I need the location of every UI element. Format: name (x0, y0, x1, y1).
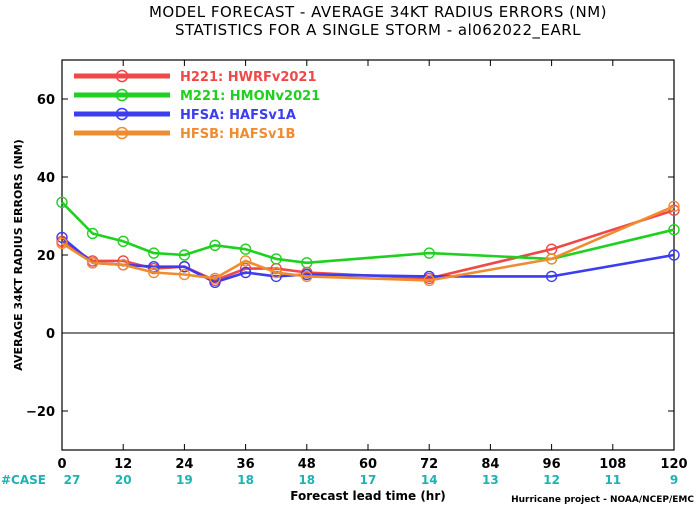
y-axis: −20 0 20 40 60 (26, 93, 674, 420)
data-point (178, 261, 191, 273)
data-point (545, 253, 558, 265)
chart-subtitle: STATISTICS FOR A SINGLE STORM - al062022… (175, 21, 581, 40)
data-point (239, 255, 252, 267)
data-point (148, 266, 160, 279)
data-point (668, 204, 680, 216)
legend-marker (115, 88, 129, 102)
x-tick-label: 24 (175, 457, 193, 472)
series-layer (56, 196, 680, 288)
x-tick-label: 0 (57, 457, 66, 472)
data-point (56, 237, 68, 250)
data-point (668, 249, 680, 261)
case-label: #CASE (1, 473, 46, 487)
data-point (668, 223, 680, 236)
legend-marker (115, 69, 129, 83)
data-point (301, 270, 313, 283)
y-axis-label: AVERAGE 34KT RADIUS ERRORS (NM) (12, 139, 25, 370)
x-tick-label: 120 (660, 457, 687, 472)
case-count: 17 (360, 473, 377, 487)
data-point (117, 259, 129, 271)
data-point (239, 243, 252, 255)
legend-item: HFSA: HAFSv1A (74, 107, 296, 123)
x-tick-label: 96 (543, 457, 561, 472)
x-axis: 0 12 24 36 48 60 72 84 96 108 120 (57, 60, 688, 472)
legend-item: H221: HWRFv2021 (74, 69, 317, 85)
data-point (270, 253, 282, 265)
case-count: 18 (298, 473, 315, 487)
data-point (423, 274, 435, 287)
credit-text: Hurricane project - NOAA/NCEP/EMC (511, 495, 694, 505)
x-tick-label: 60 (359, 457, 377, 472)
y-tick-label: 20 (37, 249, 55, 264)
data-point (178, 249, 191, 261)
legend-item: M221: HMONv2021 (74, 88, 320, 104)
data-point (56, 196, 68, 209)
x-tick-label: 84 (481, 457, 499, 472)
legend-marker (115, 126, 129, 140)
x-tick-label: 12 (114, 457, 132, 472)
series-line (61, 201, 675, 265)
data-point (668, 200, 680, 213)
legend-label: M221: HMONv2021 (180, 89, 320, 104)
y-tick-label: 0 (46, 327, 55, 342)
legend: H221: HWRFv2021 M221: HMONv2021 HFSA: HAFS… (74, 69, 320, 142)
chart-title: MODEL FORECAST - AVERAGE 34KT RADIUS ERR… (149, 3, 607, 21)
case-count: 12 (543, 473, 560, 487)
legend-label: HFSB: HAFSv1B (180, 127, 295, 142)
y-tick-label: 40 (37, 171, 55, 186)
x-tick-label: 36 (237, 457, 255, 472)
y-tick-label: −20 (26, 405, 55, 420)
series (56, 196, 680, 269)
data-point (117, 235, 129, 248)
data-point (270, 266, 282, 279)
data-point (86, 257, 99, 269)
x-tick-label: 72 (420, 457, 438, 472)
data-point (178, 268, 191, 281)
data-point (301, 257, 313, 269)
case-count: 27 (64, 473, 81, 487)
case-count: 13 (482, 473, 499, 487)
plot-frame (61, 59, 675, 451)
series-line (61, 236, 675, 284)
data-point (423, 247, 435, 259)
y-tick-label: 60 (37, 93, 55, 108)
legend-label: H221: HWRFv2021 (180, 70, 317, 85)
data-point (545, 270, 558, 283)
data-point (148, 247, 160, 259)
data-point (56, 231, 68, 244)
case-count: 19 (176, 473, 193, 487)
series (56, 200, 680, 287)
x-axis-label: Forecast lead time (hr) (290, 489, 446, 503)
case-count: 9 (670, 473, 678, 487)
plot-area: −20 0 20 40 60 0 12 24 36 48 60 72 84 96 108 120 H221:… (26, 59, 688, 472)
x-tick-label: 48 (298, 457, 316, 472)
case-count: 11 (604, 473, 621, 487)
legend-marker (115, 107, 129, 121)
case-count: 14 (421, 473, 438, 487)
data-point (239, 266, 252, 279)
data-point (209, 239, 221, 252)
case-count: 20 (115, 473, 132, 487)
x-tick-label: 108 (599, 457, 626, 472)
legend-item: HFSB: HAFSv1B (74, 126, 295, 142)
case-counts: #CASE 27 20 19 18 18 17 14 13 12 11 9 (1, 473, 678, 487)
legend-label: HFSA: HAFSv1A (180, 108, 296, 123)
data-point (86, 227, 99, 240)
data-point (209, 272, 221, 285)
case-count: 18 (237, 473, 254, 487)
